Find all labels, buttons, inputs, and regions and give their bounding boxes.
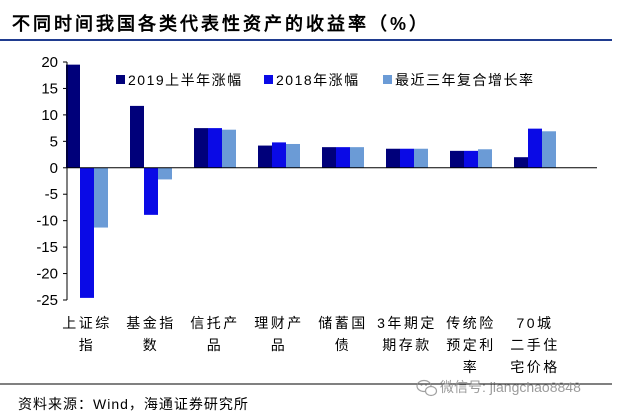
category-label: 传统险预定利率: [446, 315, 496, 375]
category-label: 信托产品: [190, 315, 240, 353]
bar-3-6: [414, 148, 428, 168]
bar-3-5: [350, 147, 364, 168]
bar-1-7: [450, 150, 464, 168]
bar-3-4: [286, 143, 300, 168]
bar-1-2: [130, 105, 144, 168]
bar-2-2: [144, 167, 158, 215]
legend-label: 2019上半年涨幅: [128, 72, 243, 88]
bar-1-4: [258, 145, 272, 168]
bar-2-6: [400, 148, 414, 168]
category-label: 理财产品: [254, 315, 304, 353]
y-axis-ticks: 20 15 10 5 0 -5 -10 -15 -20 -25: [36, 54, 67, 309]
y-tick-label: -25: [36, 292, 58, 309]
category-label: 70城二手住宅价格: [510, 315, 560, 375]
bar-3-2: [158, 167, 172, 180]
bar-series: [66, 64, 556, 298]
bar-1-8: [514, 157, 528, 168]
legend: 2019上半年涨幅 2018年涨幅 最近三年复合增长率: [116, 72, 535, 88]
legend-marker: [383, 75, 392, 84]
wechat-icon: [416, 379, 438, 397]
bar-3-8: [542, 131, 556, 168]
y-tick-label: 15: [41, 80, 58, 97]
bar-1-5: [322, 147, 336, 168]
y-tick-label: 5: [50, 133, 58, 150]
bar-2-7: [464, 150, 478, 168]
bar-2-5: [336, 147, 350, 168]
bar-2-1: [80, 167, 94, 298]
legend-marker: [264, 75, 273, 84]
y-tick-label: -10: [36, 213, 58, 230]
bar-1-6: [386, 148, 400, 168]
category-label: 基金指数: [126, 315, 176, 353]
y-tick-label: -15: [36, 239, 58, 256]
bar-2-3: [208, 128, 222, 168]
category-label: 3年期定期存款: [377, 315, 437, 353]
bar-2-8: [528, 128, 542, 168]
y-tick-label: 10: [41, 107, 58, 124]
source-note: 资料来源：Wind，海通证券研究所: [18, 396, 249, 412]
y-tick-label: 0: [50, 160, 58, 177]
y-tick-label: -5: [45, 186, 58, 203]
watermark-text: 微信号: jiangchao8848: [440, 379, 581, 395]
legend-label: 最近三年复合增长率: [395, 72, 535, 88]
bar-3-1: [94, 167, 108, 228]
bar-2-4: [272, 142, 286, 168]
bar-3-3: [222, 129, 236, 168]
y-tick-label: -20: [36, 266, 58, 283]
plot-area: 20 15 10 5 0 -5 -10 -15 -20 -25 2019上半年涨幅 2018年涨幅 最…: [36, 54, 597, 375]
legend-marker: [116, 75, 125, 84]
legend-label: 2018年涨幅: [276, 72, 360, 88]
chart-title: 不同时间我国各类代表性资产的收益率（%）: [12, 13, 430, 34]
bar-3-7: [478, 149, 492, 168]
category-label: 上证综指: [62, 315, 112, 353]
y-tick-label: 20: [41, 54, 58, 71]
bar-1-1: [66, 64, 80, 168]
bar-1-3: [194, 128, 208, 168]
category-label: 储蓄国债: [318, 315, 368, 353]
